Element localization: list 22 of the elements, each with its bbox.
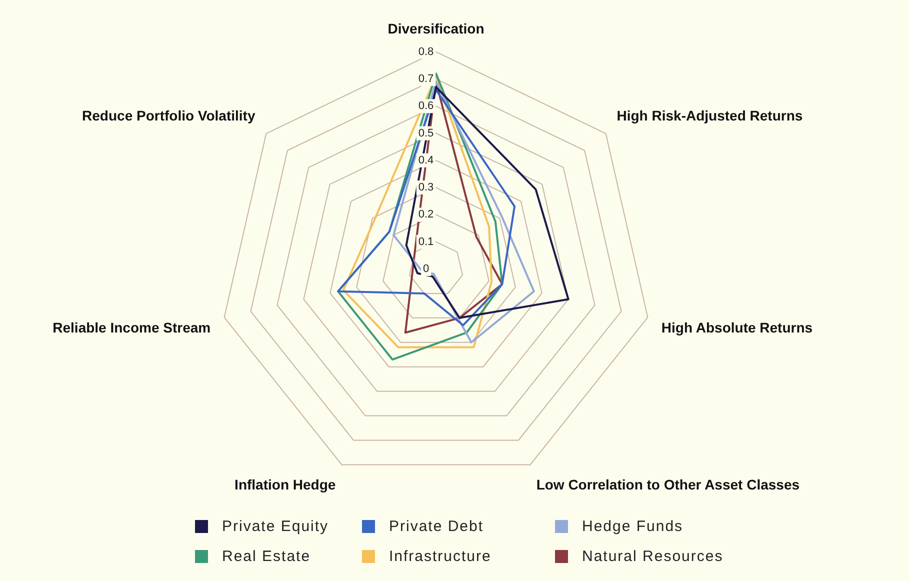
y-tick-label: 0.7 [418, 72, 434, 85]
y-tick-label: 0.1 [418, 236, 434, 248]
spoke-label: Diversification [388, 20, 484, 36]
spoke-label: Reduce Portfolio Volatility [82, 107, 256, 124]
y-tick-label: 0.6 [418, 100, 434, 112]
legend-label: Natural Resources [582, 548, 724, 565]
y-tick-label: 0.5 [418, 127, 434, 140]
y-tick-label: 0.8 [418, 46, 434, 58]
legend-label: Private Equity [222, 518, 329, 535]
legend-label: Real Estate [222, 548, 311, 565]
spoke-label: High Absolute Returns [661, 320, 813, 336]
y-tick-label: 0.3 [418, 182, 434, 194]
spoke-label: Reliable Income Stream [52, 320, 211, 336]
legend-label: Private Debt [389, 518, 484, 535]
spoke-label: Low Correlation to Other Asset Classes [536, 476, 800, 493]
y-tick-label: 0 [422, 263, 430, 276]
legend-label: Hedge Funds [582, 518, 684, 535]
spoke-label: Inflation Hedge [234, 476, 336, 493]
spoke-label: High Risk-Adjusted Returns [616, 107, 803, 124]
y-tick-label: 0.2 [418, 208, 434, 221]
legend-label: Infrastructure [389, 548, 492, 565]
y-tick-label: 0.4 [418, 154, 434, 166]
